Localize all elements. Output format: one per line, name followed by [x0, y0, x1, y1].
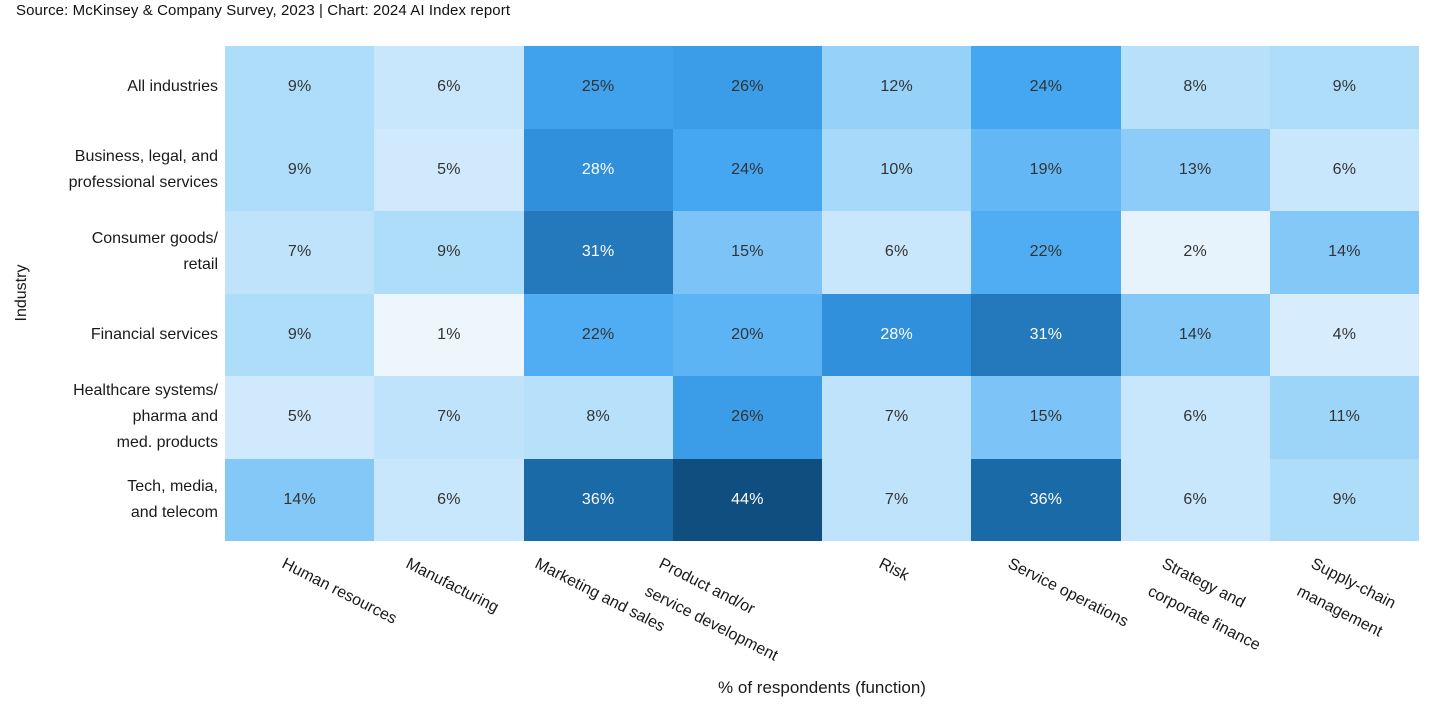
heatmap-cell: 7% — [822, 458, 972, 541]
heatmap-cell: 13% — [1120, 128, 1270, 211]
y-tick-label: Financial services — [90, 325, 218, 343]
heatmap-grid: 9% 6% 25% 26% 12% 24% 8% 9% 9% 5% 28% 24% 10% 19% 13% 6… — [225, 46, 1419, 541]
heatmap-cell: 6% — [1269, 128, 1419, 211]
x-tick-label: Supply-chain management — [1294, 555, 1399, 641]
heatmap-cell: 24% — [971, 46, 1121, 129]
heatmap-cell: 7% — [822, 376, 972, 459]
heatmap-cell: 11% — [1269, 376, 1419, 459]
heatmap-cell: 31% — [523, 211, 673, 294]
heatmap-cell: 14% — [1269, 211, 1419, 294]
heatmap-cell: 15% — [971, 376, 1121, 459]
heatmap-cell: 6% — [1120, 376, 1270, 459]
heatmap-cell: 4% — [1269, 293, 1419, 376]
heatmap-cell: 8% — [523, 376, 673, 459]
heatmap-cell: 5% — [225, 376, 375, 459]
x-tick-label: Risk — [875, 555, 912, 585]
source-attribution: Source: McKinsey & Company Survey, 2023 … — [16, 2, 511, 19]
y-tick-label: Tech, media, and telecom — [127, 477, 218, 521]
heatmap-cell: 6% — [374, 46, 524, 129]
heatmap-cell: 7% — [225, 211, 375, 294]
heatmap-cell: 6% — [374, 458, 524, 541]
heatmap-cell: 26% — [672, 376, 822, 459]
x-tick-label: Manufacturing — [402, 555, 502, 617]
heatmap-cell: 14% — [1120, 293, 1270, 376]
y-axis-title: Industry — [13, 264, 30, 322]
heatmap-cell: 44% — [672, 458, 822, 541]
heatmap-cell: 6% — [1120, 458, 1270, 541]
y-tick-label: Consumer goods/ retail — [91, 230, 218, 274]
heatmap-cell: 14% — [225, 458, 375, 541]
heatmap-cell: 7% — [374, 376, 524, 459]
heatmap-cell: 28% — [523, 128, 673, 211]
x-tick-label: Service operations — [1004, 555, 1131, 631]
heatmap-cell: 9% — [1269, 46, 1419, 129]
heatmap-cell: 26% — [672, 46, 822, 129]
heatmap-cell: 25% — [523, 46, 673, 129]
y-tick-label: All industries — [127, 78, 218, 96]
x-axis-title: % of respondents (function) — [718, 678, 926, 697]
heatmap-cell: 8% — [1120, 46, 1270, 129]
heatmap-cell: 10% — [822, 128, 972, 211]
heatmap-cell: 9% — [1269, 458, 1419, 541]
x-tick-label: Human resources — [278, 555, 399, 628]
heatmap-cell: 1% — [374, 293, 524, 376]
heatmap-cell: 12% — [822, 46, 972, 129]
heatmap-cell: 9% — [374, 211, 524, 294]
heatmap-cell: 31% — [971, 293, 1121, 376]
heatmap-cell: 2% — [1120, 211, 1270, 294]
y-tick-label: Healthcare systems/ pharma and med. prod… — [73, 382, 218, 452]
heatmap-cell: 36% — [971, 458, 1121, 541]
heatmap-cell: 9% — [225, 293, 375, 376]
heatmap-cell: 6% — [822, 211, 972, 294]
y-tick-label: Business, legal, and professional servic… — [68, 147, 218, 191]
heatmap-cell: 20% — [672, 293, 822, 376]
heatmap-cell: 36% — [523, 458, 673, 541]
heatmap-cell: 22% — [971, 211, 1121, 294]
x-tick-label: Product and/or service development — [642, 555, 781, 665]
heatmap-cell: 9% — [225, 46, 375, 129]
heatmap-cell: 9% — [225, 128, 375, 211]
heatmap-cell: 28% — [822, 293, 972, 376]
heatmap-cell: 22% — [523, 293, 673, 376]
x-tick-label: Strategy and corporate finance — [1145, 555, 1264, 655]
heatmap-cell: 15% — [672, 211, 822, 294]
heatmap-cell: 19% — [971, 128, 1121, 211]
heatmap-cell: 5% — [374, 128, 524, 211]
heatmap-cell: 24% — [672, 128, 822, 211]
